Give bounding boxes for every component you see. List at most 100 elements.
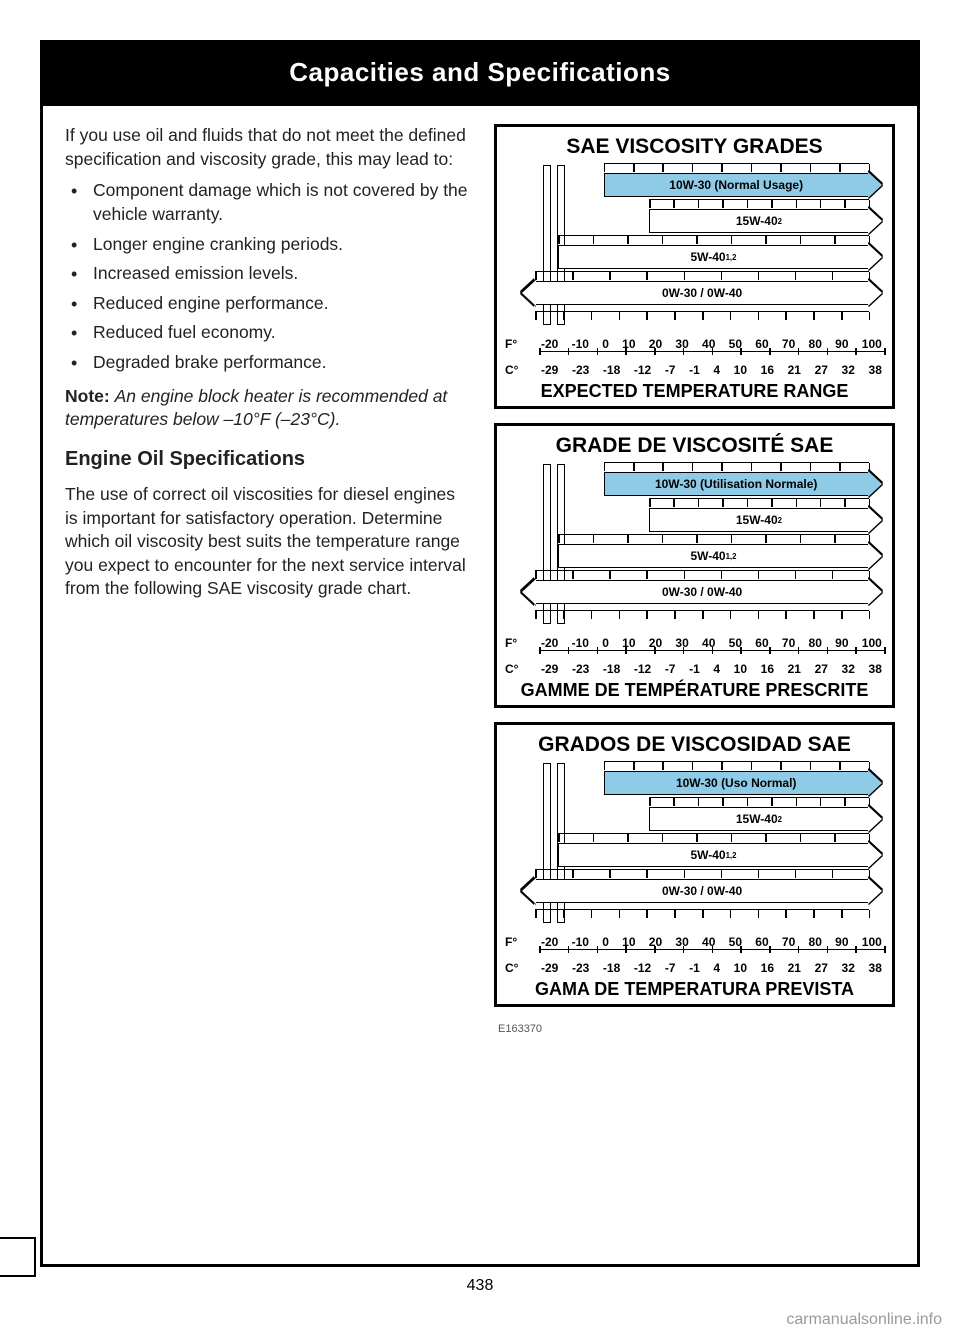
page-title: Capacities and Specifications (289, 57, 671, 87)
axis-c-value: -18 (603, 662, 620, 676)
axis-c-value: -7 (665, 363, 676, 377)
axis-c-value: 32 (842, 662, 855, 676)
viscosity-band: 0W-30 / 0W-40 (535, 879, 869, 903)
axis-c-value: -29 (541, 363, 558, 377)
chart-title: GRADOS DE VISCOSIDAD SAE (505, 733, 884, 757)
axis-f-label: F° (505, 935, 539, 949)
watermark: carmanualsonline.info (786, 1311, 942, 1329)
viscosity-band: 5W-401,2 (558, 544, 869, 568)
axis-f-value: 90 (835, 935, 848, 949)
axis-c-value: -18 (603, 363, 620, 377)
axis-f-value: 100 (862, 935, 882, 949)
axis-c-value: 4 (713, 662, 720, 676)
spine-tab (0, 1237, 36, 1277)
axis-f-value: 0 (602, 935, 609, 949)
axis-c-value: -12 (634, 961, 651, 975)
axis-c-value: 32 (842, 961, 855, 975)
axis-f-value: -20 (541, 337, 558, 351)
axis-f-value: 0 (602, 337, 609, 351)
axis-c-value: -12 (634, 363, 651, 377)
bullet-item: Reduced fuel economy. (65, 321, 470, 345)
viscosity-band: 15W-402 (649, 508, 869, 532)
viscosity-chart: SAE VISCOSITY GRADES 10W-30 (Normal Usage… (494, 124, 895, 409)
chart-footer: EXPECTED TEMPERATURE RANGE (505, 381, 884, 402)
note-body: An engine block heater is recommended at… (65, 386, 447, 430)
spec-paragraph: The use of correct oil viscosities for d… (65, 483, 470, 601)
note-label: Note: (65, 386, 110, 406)
axis-c-value: -18 (603, 961, 620, 975)
viscosity-band: 10W-30 (Utilisation Normale) (604, 472, 869, 496)
axis-f-value: 10 (622, 636, 635, 650)
axis-c-value: 16 (761, 363, 774, 377)
axis-f-value: 60 (755, 636, 768, 650)
axis-f-value: 10 (622, 935, 635, 949)
viscosity-band: 5W-401,2 (558, 843, 869, 867)
bullet-item: Longer engine cranking periods. (65, 233, 470, 257)
axis-f-value: 10 (622, 337, 635, 351)
bullet-item: Reduced engine performance. (65, 292, 470, 316)
axis-f-value: 70 (782, 636, 795, 650)
viscosity-band: 0W-30 / 0W-40 (535, 281, 869, 305)
axis-c-value: -7 (665, 961, 676, 975)
note-paragraph: Note: An engine block heater is recommen… (65, 385, 470, 432)
bullet-item: Component damage which is not covered by… (65, 179, 470, 226)
right-column: SAE VISCOSITY GRADES 10W-30 (Normal Usage… (494, 124, 895, 1035)
axis-f-value: 90 (835, 636, 848, 650)
bullet-item: Increased emission levels. (65, 262, 470, 286)
axis-c-value: 27 (815, 363, 828, 377)
axis-f-value: 40 (702, 337, 715, 351)
viscosity-band: 10W-30 (Uso Normal) (604, 771, 869, 795)
chart-title: SAE VISCOSITY GRADES (505, 135, 884, 159)
axis-c-value: 38 (869, 961, 882, 975)
axis-f-value: 80 (809, 636, 822, 650)
viscosity-band: 10W-30 (Normal Usage) (604, 173, 869, 197)
axis-c-value: 4 (713, 961, 720, 975)
axis-f-label: F° (505, 636, 539, 650)
axis-c-label: C° (505, 662, 539, 676)
intro-paragraph: If you use oil and fluids that do not me… (65, 124, 470, 171)
axis-c-value: 21 (788, 363, 801, 377)
axis-f-value: -20 (541, 935, 558, 949)
axis-c-value: 38 (869, 363, 882, 377)
axis-c-value: -1 (689, 363, 700, 377)
axis-c-value: 38 (869, 662, 882, 676)
axis-c-value: -1 (689, 662, 700, 676)
axis-f-value: 40 (702, 636, 715, 650)
content-area: If you use oil and fluids that do not me… (43, 106, 917, 1035)
viscosity-band: 0W-30 / 0W-40 (535, 580, 869, 604)
axis-f-label: F° (505, 337, 539, 351)
axis-f-value: 90 (835, 337, 848, 351)
page-frame: Capacities and Specifications If you use… (40, 40, 920, 1267)
engine-oil-spec-heading: Engine Oil Specifications (65, 446, 470, 473)
axis-c-value: 16 (761, 662, 774, 676)
axis-f-value: -20 (541, 636, 558, 650)
bullet-item: Degraded brake performance. (65, 351, 470, 375)
axis-f-value: -10 (572, 636, 589, 650)
axis-c-value: 32 (842, 363, 855, 377)
axis-c-value: 21 (788, 662, 801, 676)
figure-code: E163370 (498, 1023, 895, 1035)
axis-c-value: 10 (734, 363, 747, 377)
axis-f-value: 0 (602, 636, 609, 650)
axis-f-value: 100 (862, 636, 882, 650)
page-number: 438 (0, 1277, 960, 1295)
axis-c-label: C° (505, 363, 539, 377)
axis-c-value: 16 (761, 961, 774, 975)
axis-c-value: 4 (713, 363, 720, 377)
viscosity-chart: GRADOS DE VISCOSIDAD SAE 10W-30 (Uso Norm… (494, 722, 895, 1007)
axis-c-value: -23 (572, 363, 589, 377)
axis-f-value: 80 (809, 935, 822, 949)
viscosity-chart: GRADE DE VISCOSITÉ SAE 10W-30 (Utilisatio… (494, 423, 895, 708)
axis-c-value: -23 (572, 961, 589, 975)
viscosity-band: 15W-402 (649, 209, 869, 233)
axis-c-label: C° (505, 961, 539, 975)
axis-c-value: -7 (665, 662, 676, 676)
axis-f-value: 70 (782, 935, 795, 949)
axis-f-value: 70 (782, 337, 795, 351)
chart-title: GRADE DE VISCOSITÉ SAE (505, 434, 884, 458)
axis-c-value: 27 (815, 662, 828, 676)
axis-c-value: -1 (689, 961, 700, 975)
chart-footer: GAMME DE TEMPÉRATURE PRESCRITE (505, 680, 884, 701)
axis-f-value: 100 (862, 337, 882, 351)
axis-f-value: -10 (572, 337, 589, 351)
